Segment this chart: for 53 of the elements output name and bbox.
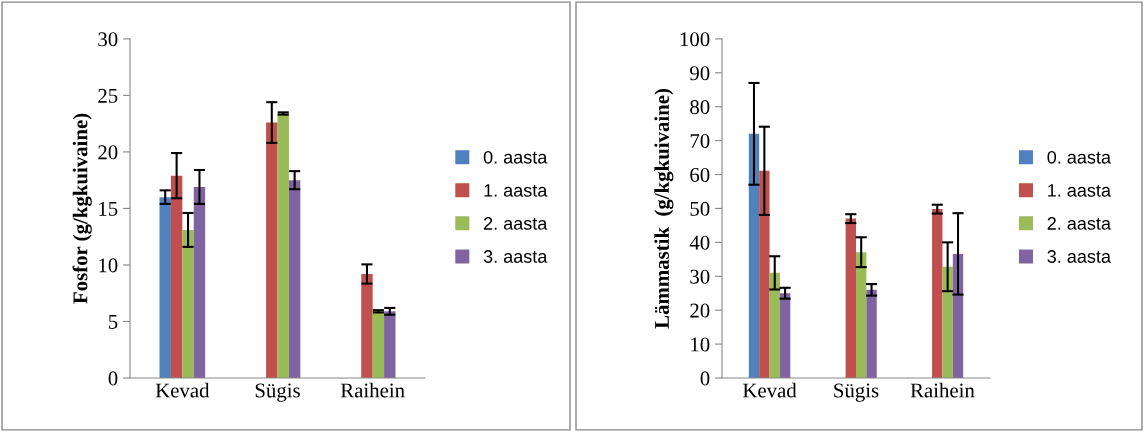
y-tick-label: 15: [99, 201, 118, 216]
y-tick-label: 20: [690, 303, 710, 318]
legend-label: 2. aasta: [483, 217, 548, 230]
y-axis-title: Lämmastik (g/kgkuivaine): [654, 88, 674, 329]
x-tick-label: Kevad: [742, 382, 797, 398]
bar: [769, 272, 780, 378]
bar: [942, 266, 953, 378]
bar: [384, 311, 396, 378]
bar: [361, 274, 373, 378]
x-tick-label: Sügis: [834, 383, 879, 402]
y-tick-label: 0: [108, 371, 118, 386]
y-axis-title: Fosfor (g/kgkuivaine): [72, 113, 92, 304]
bar: [159, 197, 171, 378]
y-tick-label: 100: [680, 32, 710, 47]
legend-label: 1. aasta: [1048, 184, 1111, 197]
y-tick-label: 10: [99, 258, 118, 273]
legend-label: 3. aasta: [483, 250, 548, 263]
legend-label: 0. aasta: [483, 150, 548, 164]
bar: [193, 186, 206, 378]
bar: [932, 209, 943, 378]
y-tick-label: 40: [689, 235, 710, 250]
legend-label: 2. aasta: [1047, 217, 1111, 230]
bar: [856, 252, 867, 378]
y-tick-label: 50: [690, 201, 710, 216]
legend-label: 3. aasta: [1047, 250, 1111, 263]
x-tick-label: Kevad: [155, 382, 210, 398]
bar: [759, 170, 770, 378]
y-tick-label: 20: [98, 145, 118, 160]
bar: [182, 229, 194, 378]
bar: [748, 133, 760, 378]
y-tick-label: 10: [691, 337, 710, 352]
x-tick-label: Raihein: [340, 382, 405, 398]
bar: [845, 218, 856, 378]
legend-label: 1. aasta: [484, 184, 548, 197]
y-tick-label: 90: [690, 66, 710, 81]
y-tick-label: 25: [98, 88, 118, 103]
y-tick-label: 0: [700, 371, 710, 386]
bar: [170, 175, 183, 378]
y-tick-label: 70: [690, 133, 710, 149]
y-tick-label: 5: [108, 315, 118, 329]
bar: [866, 289, 877, 378]
bar: [266, 122, 278, 378]
y-tick-label: 30: [98, 32, 118, 47]
legend-label: 0. aasta: [1047, 150, 1111, 164]
bar: [288, 180, 301, 378]
bar: [277, 113, 289, 378]
y-tick-label: 60: [690, 167, 710, 182]
y-tick-label: 30: [690, 269, 710, 284]
y-tick-label: 80: [690, 100, 710, 115]
bar: [779, 293, 791, 378]
bar: [372, 311, 385, 378]
x-tick-label: Raihein: [910, 382, 975, 398]
x-tick-label: Sügis: [255, 383, 300, 402]
